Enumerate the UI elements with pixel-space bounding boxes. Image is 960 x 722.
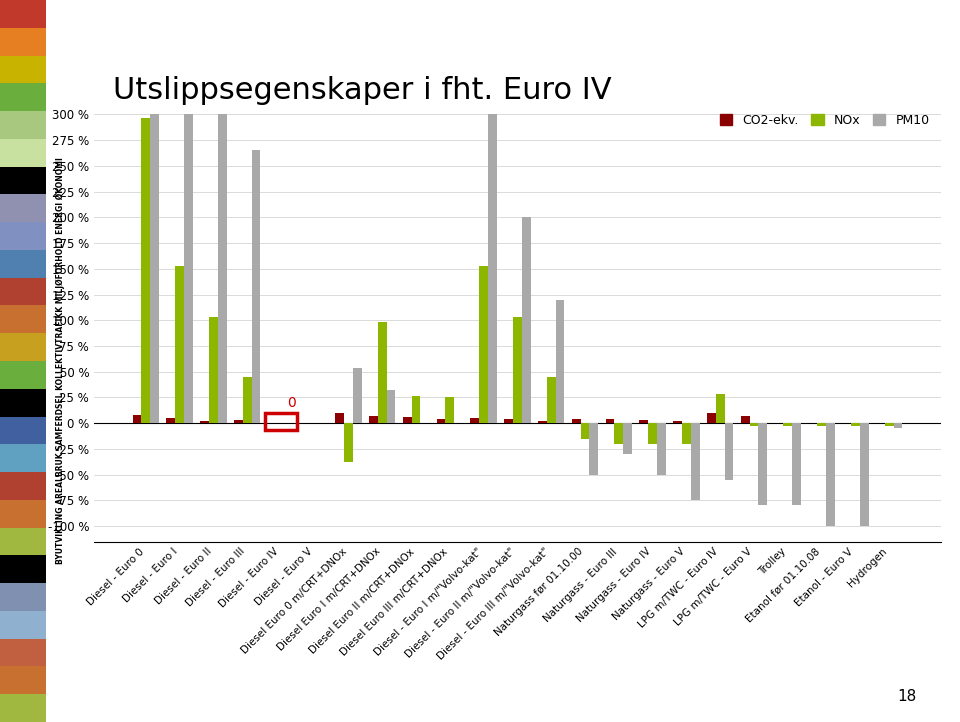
Bar [894, 423, 902, 428]
Bar [758, 423, 767, 505]
Bar [175, 266, 184, 423]
Bar [184, 115, 193, 423]
Bar [572, 419, 581, 423]
Bar [639, 420, 648, 423]
Bar [792, 423, 801, 505]
Text: BYUTVIKLING AREALBRUK SAMFERDSEL KOLLEKTIVTRAFIKK MILJØFORHOLD ENERGI ØKONOMI: BYUTVIKLING AREALBRUK SAMFERDSEL KOLLEKT… [57, 157, 65, 565]
Bar [209, 317, 218, 423]
Bar [556, 300, 564, 423]
Bar [353, 367, 362, 423]
Bar [538, 421, 547, 423]
Bar [716, 394, 725, 423]
Bar [826, 423, 835, 526]
Bar [132, 415, 141, 423]
Text: Utslippsegenskaper i fht. Euro IV: Utslippsegenskaper i fht. Euro IV [113, 76, 612, 105]
Bar [682, 423, 691, 444]
Bar [513, 317, 522, 423]
Bar [378, 322, 387, 423]
Bar [335, 413, 344, 423]
Bar [412, 396, 420, 423]
Bar [581, 423, 589, 438]
Bar [648, 423, 657, 444]
Text: 0: 0 [287, 396, 296, 410]
Bar [504, 419, 513, 423]
Bar [707, 413, 716, 423]
Bar [479, 266, 488, 423]
Bar [488, 115, 497, 423]
Bar [200, 421, 209, 423]
Bar [403, 417, 412, 423]
Text: 18: 18 [898, 689, 917, 704]
Bar [750, 423, 758, 426]
Bar [691, 423, 700, 500]
Bar [437, 419, 445, 423]
Bar [606, 419, 614, 423]
Bar [657, 423, 666, 474]
Bar [673, 421, 682, 423]
Bar [783, 423, 792, 426]
Bar [885, 423, 894, 426]
Bar [547, 377, 556, 423]
Bar [369, 416, 378, 423]
Bar [387, 390, 396, 423]
Bar [218, 115, 227, 423]
Bar [445, 397, 454, 423]
Bar [522, 217, 531, 423]
Bar [166, 418, 175, 423]
Bar [741, 416, 750, 423]
Bar [817, 423, 826, 426]
Bar [243, 377, 252, 423]
Bar [150, 115, 159, 423]
Bar [851, 423, 860, 426]
Bar [614, 423, 623, 444]
Bar [141, 118, 150, 423]
Bar [589, 423, 598, 474]
Bar [234, 420, 243, 423]
Bar [860, 423, 869, 526]
Legend: CO2-ekv., NOx, PM10: CO2-ekv., NOx, PM10 [715, 109, 934, 132]
Bar [470, 418, 479, 423]
Bar [725, 423, 733, 479]
Bar [344, 423, 353, 462]
Bar [623, 423, 632, 454]
Bar [252, 150, 260, 423]
